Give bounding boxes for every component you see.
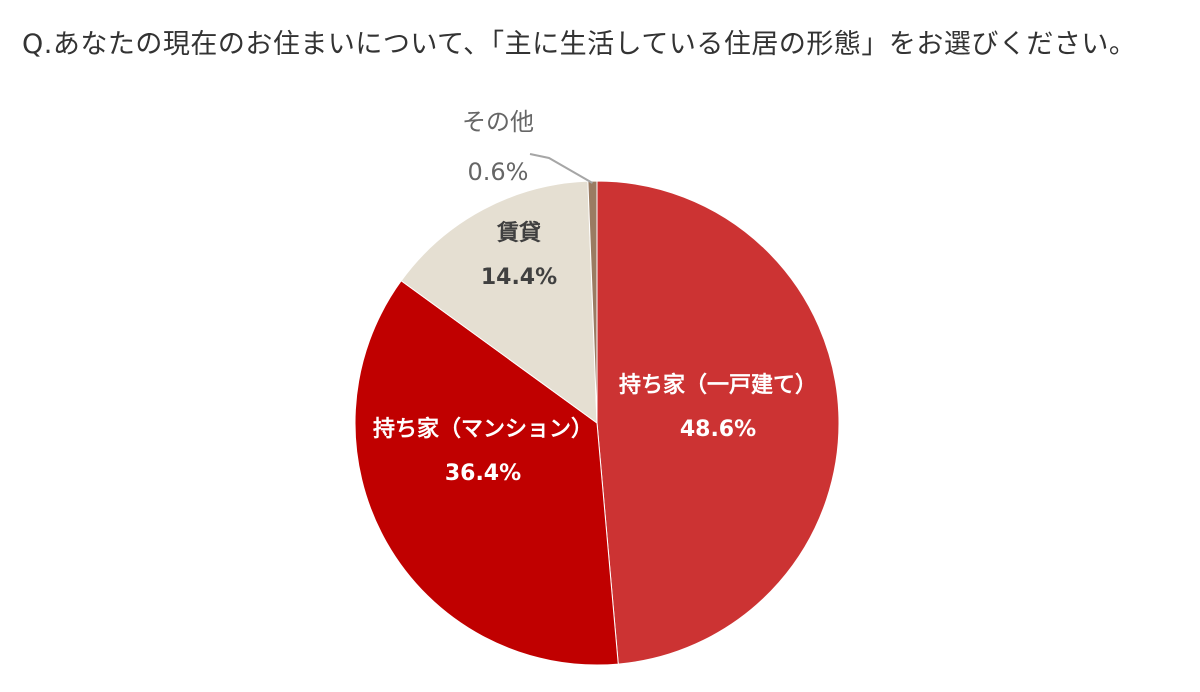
- slice-value-label: 0.6%: [468, 158, 529, 186]
- pie-slice: [400, 180, 598, 425]
- slice-value-label: 14.4%: [481, 265, 557, 290]
- slice-value-label: 36.4%: [445, 461, 521, 486]
- question-title: Q.あなたの現在のお住まいについて、「主に生活している住居の形態」をお選びくださ…: [22, 29, 1137, 60]
- slice-label: 持ち家（一戸建て）: [619, 372, 817, 398]
- pie-labels: 持ち家（一戸建て） 48.6% 持ち家（マンション） 36.4% 賃貸 14.4% その他 0…: [373, 108, 817, 486]
- slice-label: 賃貸: [496, 220, 541, 246]
- pie-slice: [354, 280, 619, 666]
- pie-slice: [596, 180, 840, 665]
- slice-label: その他: [462, 108, 534, 136]
- leader-line: [529, 153, 593, 184]
- slice-value-label: 48.6%: [680, 417, 756, 442]
- pie-slices: [354, 180, 840, 666]
- slice-label: 持ち家（マンション）: [373, 416, 593, 442]
